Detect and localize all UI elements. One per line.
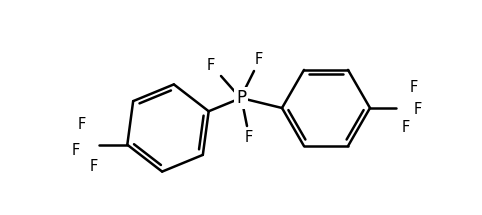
Text: F: F [410, 80, 418, 95]
Text: F: F [207, 58, 215, 74]
Text: P: P [236, 89, 246, 107]
Text: F: F [77, 117, 85, 132]
Text: F: F [89, 159, 97, 174]
Text: F: F [71, 143, 80, 158]
Text: F: F [414, 103, 422, 118]
Text: F: F [402, 120, 410, 135]
Text: F: F [255, 52, 263, 68]
Text: F: F [245, 131, 253, 146]
